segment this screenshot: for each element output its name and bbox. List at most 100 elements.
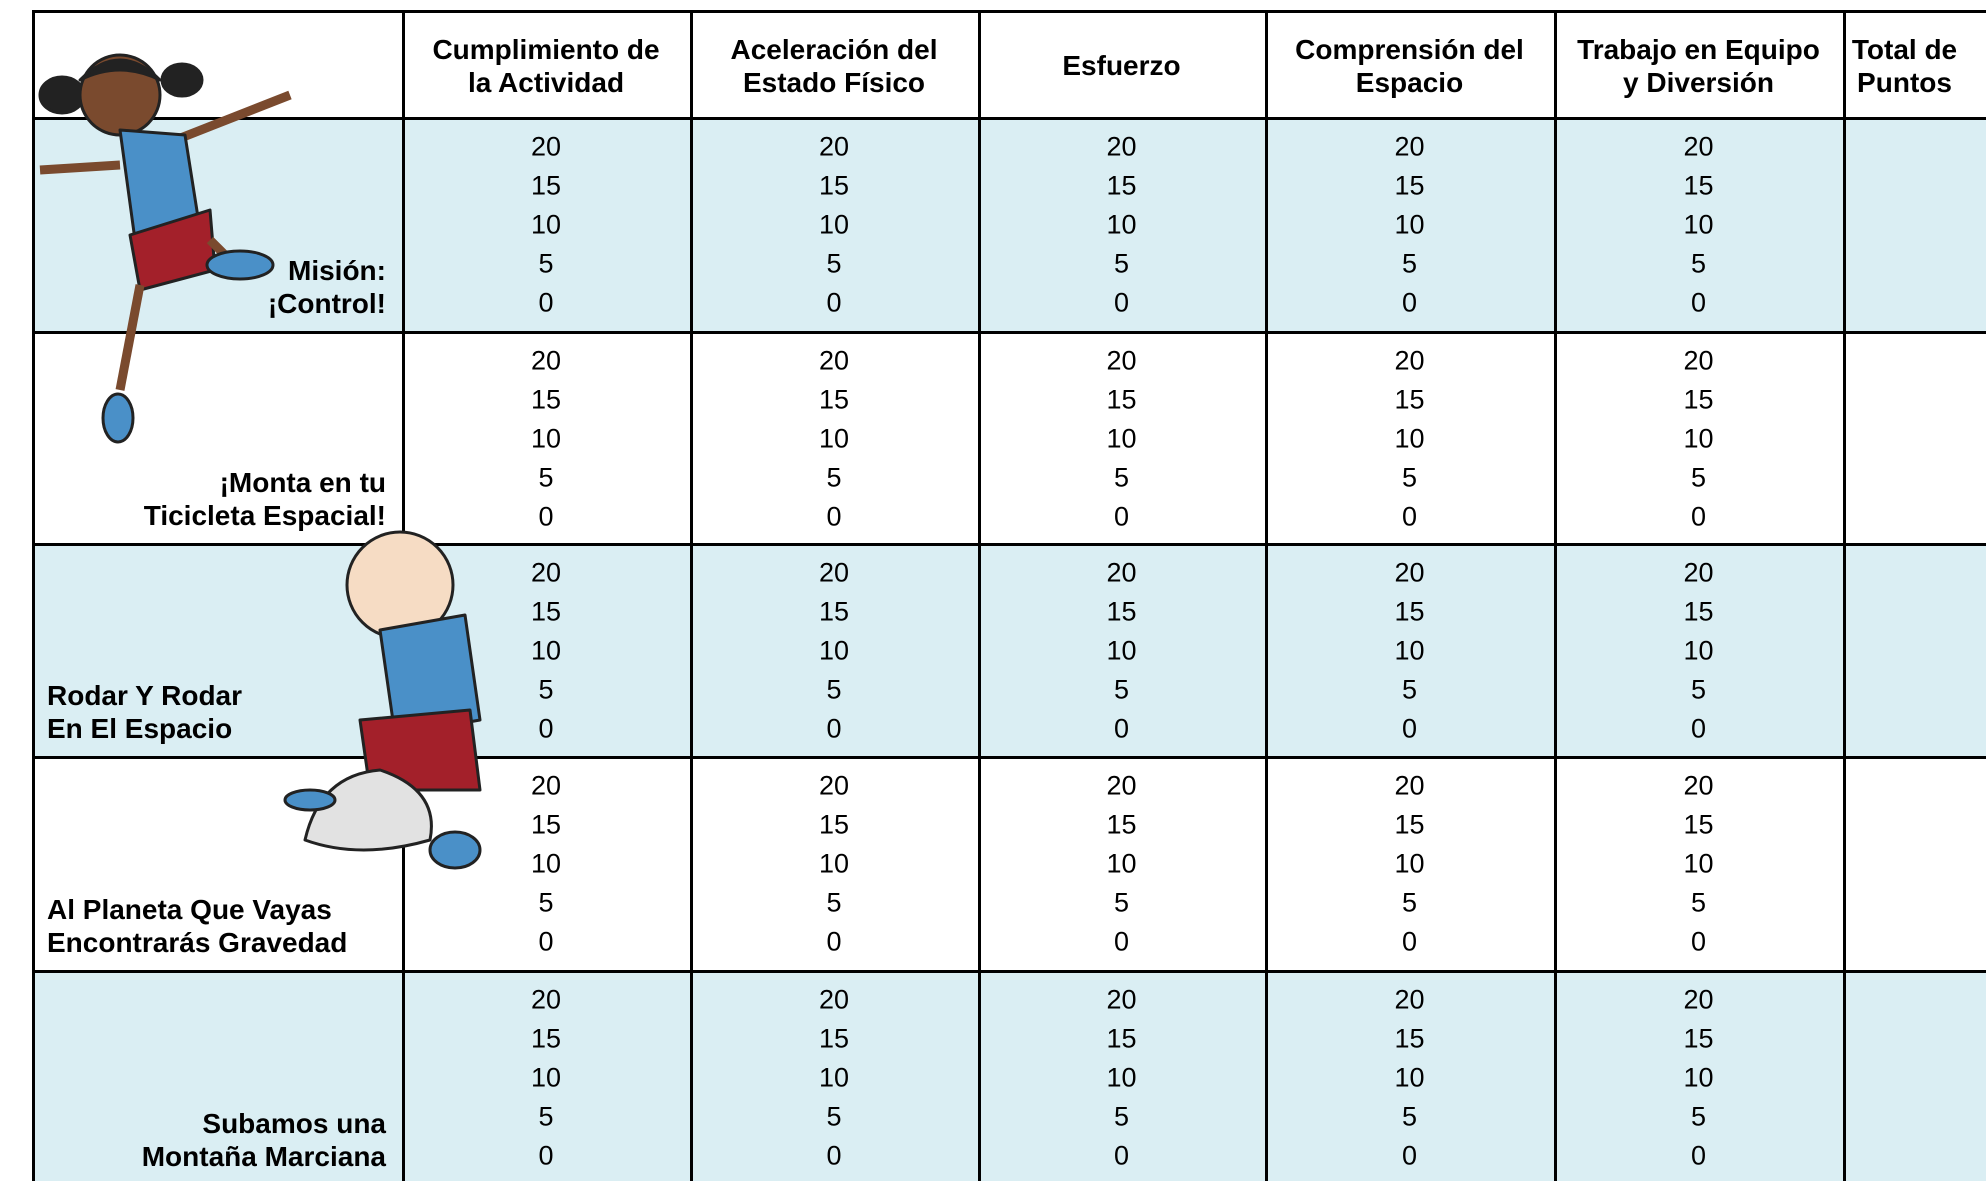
score-option: 20 [1683,987,1713,1014]
score-option: 20 [1683,348,1713,375]
score-option: 10 [1106,426,1136,453]
score-option: 15 [1106,599,1136,626]
score-option: 15 [819,387,849,414]
score-option: 15 [1394,599,1424,626]
score-option: 15 [1394,1026,1424,1053]
score-option: 0 [1691,504,1706,531]
score-option: 5 [538,465,553,492]
row-label: ¡Control! [268,290,386,318]
score-option: 10 [531,638,561,665]
score-option: 15 [1394,812,1424,839]
column-header: Total de [1852,36,1957,64]
score-option: 20 [1106,348,1136,375]
score-option: 15 [531,387,561,414]
score-option: 15 [819,173,849,200]
score-option: 20 [531,773,561,800]
score-option: 5 [1402,677,1417,704]
score-option: 10 [1106,638,1136,665]
score-sheet: Cumplimiento dela ActividadAceleración d… [0,0,1986,1181]
column-header: Puntos [1857,69,1952,97]
score-option: 0 [1691,1143,1706,1170]
score-option: 5 [826,465,841,492]
score-option: 0 [538,504,553,531]
score-option: 20 [1394,134,1424,161]
score-option: 5 [826,677,841,704]
score-option: 15 [1106,1026,1136,1053]
score-option: 20 [819,773,849,800]
score-option: 0 [538,929,553,956]
column-header: Cumplimiento de [432,36,659,64]
score-option: 20 [531,134,561,161]
score-option: 0 [1114,929,1129,956]
score-option: 5 [826,1104,841,1131]
score-option: 20 [1683,773,1713,800]
score-option: 5 [1114,465,1129,492]
score-option: 0 [1691,929,1706,956]
row-label: Misión: [288,257,386,285]
score-option: 10 [1394,851,1424,878]
score-option: 20 [819,987,849,1014]
score-option: 10 [531,851,561,878]
row-label: Rodar Y Rodar [47,682,242,710]
score-option: 5 [1402,251,1417,278]
row-label: En El Espacio [47,715,232,743]
score-option: 5 [1691,890,1706,917]
score-option: 10 [1394,212,1424,239]
score-option: 15 [1683,173,1713,200]
score-option: 20 [1106,773,1136,800]
score-option: 0 [826,716,841,743]
score-option: 20 [531,987,561,1014]
score-option: 20 [531,348,561,375]
score-option: 10 [819,212,849,239]
score-option: 20 [1394,773,1424,800]
score-option: 20 [1106,560,1136,587]
row-label: ¡Monta en tu [220,469,386,497]
score-option: 10 [1683,426,1713,453]
score-option: 0 [1402,504,1417,531]
column-header: Trabajo en Equipo [1577,36,1820,64]
score-option: 5 [1114,677,1129,704]
score-option: 10 [1683,638,1713,665]
score-option: 10 [1106,1065,1136,1092]
score-option: 0 [1691,716,1706,743]
score-option: 0 [826,1143,841,1170]
score-option: 5 [1114,1104,1129,1131]
score-option: 0 [1114,290,1129,317]
score-option: 5 [1691,1104,1706,1131]
score-option: 20 [1106,987,1136,1014]
score-option: 20 [819,348,849,375]
score-option: 5 [538,1104,553,1131]
score-option: 0 [538,716,553,743]
column-header: la Actividad [468,69,624,97]
score-option: 10 [1394,1065,1424,1092]
row-label: Montaña Marciana [142,1143,386,1171]
score-option: 15 [531,599,561,626]
score-option: 20 [531,560,561,587]
score-option: 5 [826,890,841,917]
score-option: 15 [1683,1026,1713,1053]
score-option: 10 [531,1065,561,1092]
score-option: 20 [819,134,849,161]
score-option: 10 [1106,851,1136,878]
score-option: 15 [531,173,561,200]
score-option: 15 [819,1026,849,1053]
score-option: 15 [531,812,561,839]
score-option: 10 [1683,1065,1713,1092]
score-option: 0 [826,504,841,531]
row-label: Encontrarás Gravedad [47,929,347,957]
column-header: Comprensión del [1295,36,1524,64]
score-option: 20 [1106,134,1136,161]
score-option: 5 [538,677,553,704]
score-option: 5 [826,251,841,278]
score-option: 20 [819,560,849,587]
score-option: 15 [1683,599,1713,626]
score-option: 0 [1691,290,1706,317]
score-option: 10 [1683,212,1713,239]
score-option: 5 [1691,677,1706,704]
score-option: 20 [1394,987,1424,1014]
score-option: 15 [1106,812,1136,839]
score-option: 10 [819,1065,849,1092]
score-option: 0 [1402,929,1417,956]
column-header: Espacio [1356,69,1463,97]
score-option: 0 [538,1143,553,1170]
